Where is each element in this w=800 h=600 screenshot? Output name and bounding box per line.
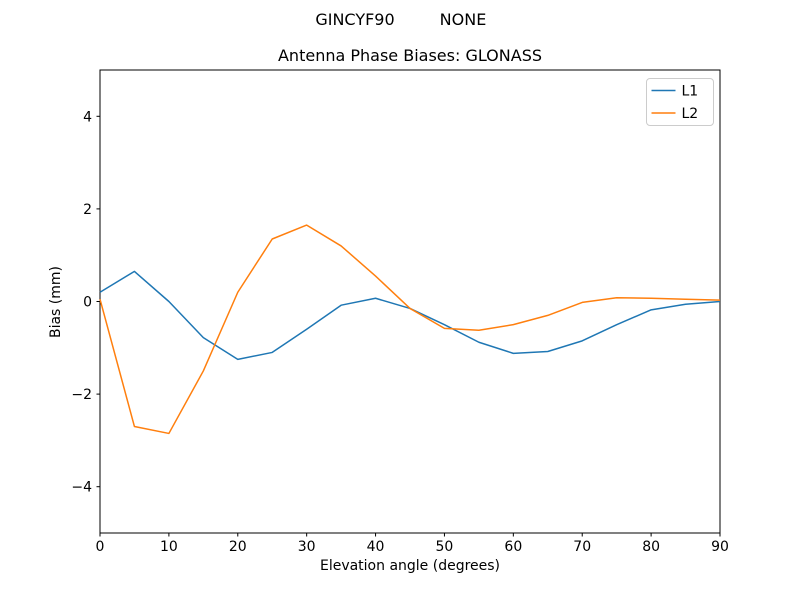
chart-title: Antenna Phase Biases: GLONASS: [278, 46, 542, 65]
y-tick-label: 0: [83, 295, 92, 311]
legend-label-l1: L1: [682, 84, 699, 100]
y-tick-label: −2: [71, 387, 92, 403]
x-tick-label: 20: [229, 539, 247, 555]
legend-label-l2: L2: [682, 106, 699, 122]
x-tick-label: 60: [504, 539, 522, 555]
x-tick-label: 70: [573, 539, 591, 555]
y-tick-label: 2: [83, 202, 92, 218]
plot-area-frame: [99, 69, 721, 534]
suptitle-right: NONE: [440, 10, 487, 29]
series-line-l1: [99, 270, 721, 361]
x-tick-label: 10: [160, 539, 178, 555]
suptitle-left: GINCYF90: [315, 10, 394, 29]
x-tick-label: 50: [436, 539, 454, 555]
x-tick-label: 40: [367, 539, 385, 555]
x-tick-label: 80: [642, 539, 660, 555]
y-tick-label: −4: [71, 480, 92, 496]
y-axis-label: Bias (mm): [48, 266, 64, 338]
series-line-l2: [99, 224, 721, 435]
legend-box: [646, 78, 714, 126]
y-tick-label: 4: [83, 109, 92, 125]
x-axis-ticks: 0 10 20 30 40 50 60 70 80 90: [96, 533, 729, 555]
x-tick-label: 30: [298, 539, 316, 555]
y-axis-ticks: −4 −2 0 2 4: [71, 109, 100, 496]
data-series: [99, 224, 721, 435]
x-tick-label: 90: [711, 539, 729, 555]
x-tick-label: 0: [96, 539, 105, 555]
x-axis-label: Elevation angle (degrees): [320, 558, 500, 574]
